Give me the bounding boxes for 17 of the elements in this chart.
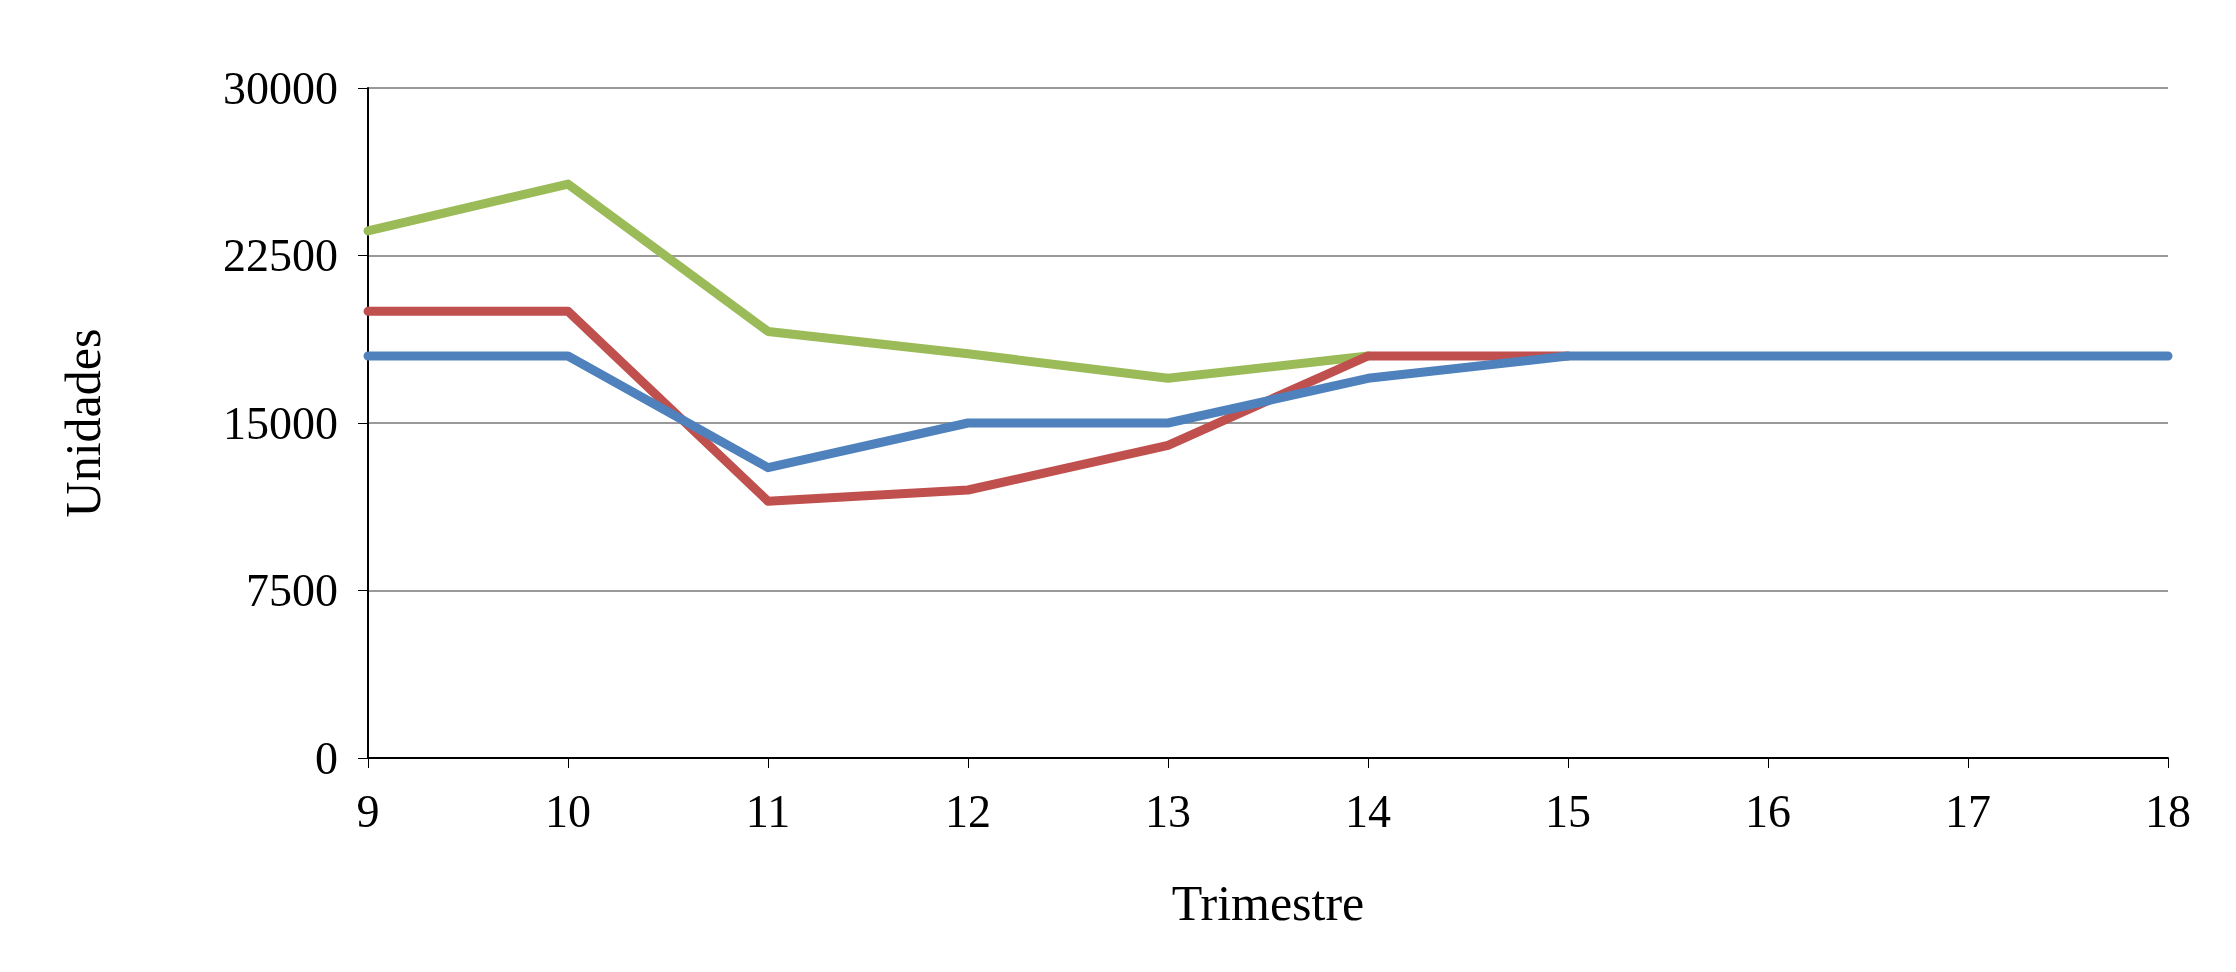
x-tick-label: 11: [745, 785, 791, 837]
y-tick-label: 30000: [223, 62, 338, 114]
x-tick-label: 12: [945, 785, 991, 837]
x-tick-label: 17: [1945, 785, 1991, 837]
y-tick-label: 15000: [223, 397, 338, 449]
y-tick-label: 0: [315, 732, 338, 784]
x-tick-label: 18: [2145, 785, 2191, 837]
y-tick-label: 7500: [246, 565, 338, 616]
x-tick-label: 13: [1145, 785, 1191, 837]
x-tick-label: 16: [1745, 785, 1791, 837]
x-tick-label: 10: [545, 785, 591, 837]
y-axis-title: Unidades: [55, 328, 111, 518]
x-tick-label: 14: [1345, 785, 1391, 837]
y-tick-label: 22500: [223, 230, 338, 281]
x-axis-title: Trimestre: [1171, 875, 1365, 931]
x-tick-label: 15: [1545, 785, 1591, 837]
x-tick-label: 9: [356, 785, 380, 837]
